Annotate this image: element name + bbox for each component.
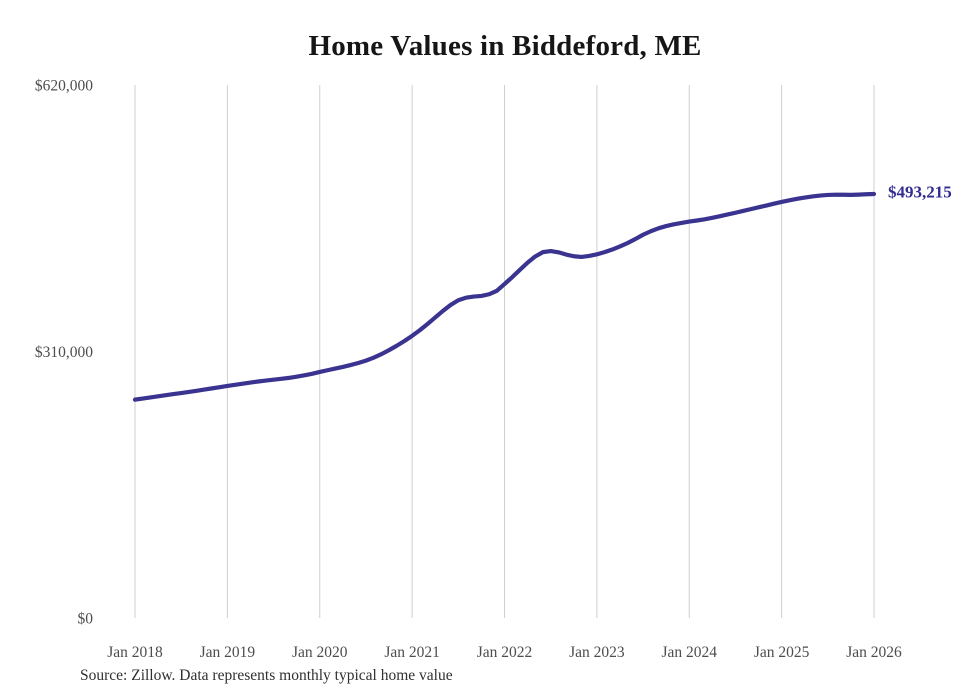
x-axis-tick-label: Jan 2018	[107, 644, 163, 661]
source-note: Source: Zillow. Data represents monthly …	[80, 667, 453, 684]
x-axis-tick-label: Jan 2021	[384, 644, 440, 661]
x-axis-tick-label: Jan 2019	[200, 644, 256, 661]
x-axis-tick-label: Jan 2022	[477, 644, 533, 661]
latest-value-label: $493,215	[888, 182, 952, 202]
y-axis-tick-label: $620,000	[35, 77, 93, 94]
chart-title: Home Values in Biddeford, ME	[308, 30, 702, 62]
x-axis-tick-label: Jan 2025	[754, 644, 810, 661]
x-axis-tick-label: Jan 2024	[661, 644, 717, 661]
y-axis-tick-label: $0	[78, 610, 94, 627]
y-axis-tick-label: $310,000	[35, 344, 93, 361]
x-axis-tick-label: Jan 2020	[292, 644, 348, 661]
home-value-line	[132, 191, 877, 402]
x-axis-tick-label: Jan 2026	[846, 644, 902, 661]
x-axis-tick-label: Jan 2023	[569, 644, 625, 661]
